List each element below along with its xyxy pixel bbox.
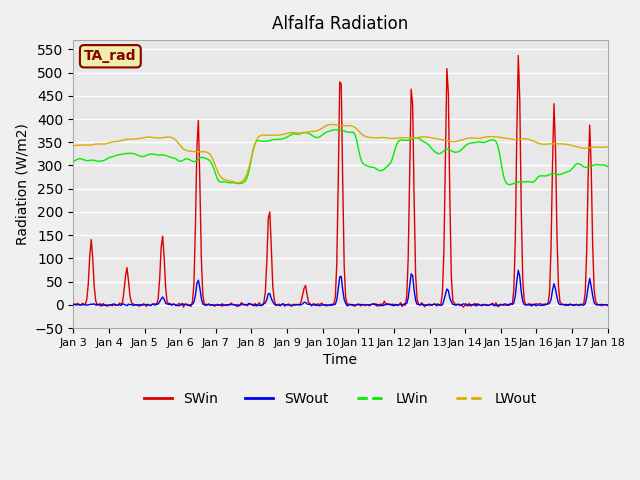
Legend: SWin, SWout, LWin, LWout: SWin, SWout, LWin, LWout [138,387,543,412]
Title: Alfalfa Radiation: Alfalfa Radiation [273,15,408,33]
Y-axis label: Radiation (W/m2): Radiation (W/m2) [15,123,29,245]
X-axis label: Time: Time [323,353,358,367]
Text: TA_rad: TA_rad [84,49,136,63]
